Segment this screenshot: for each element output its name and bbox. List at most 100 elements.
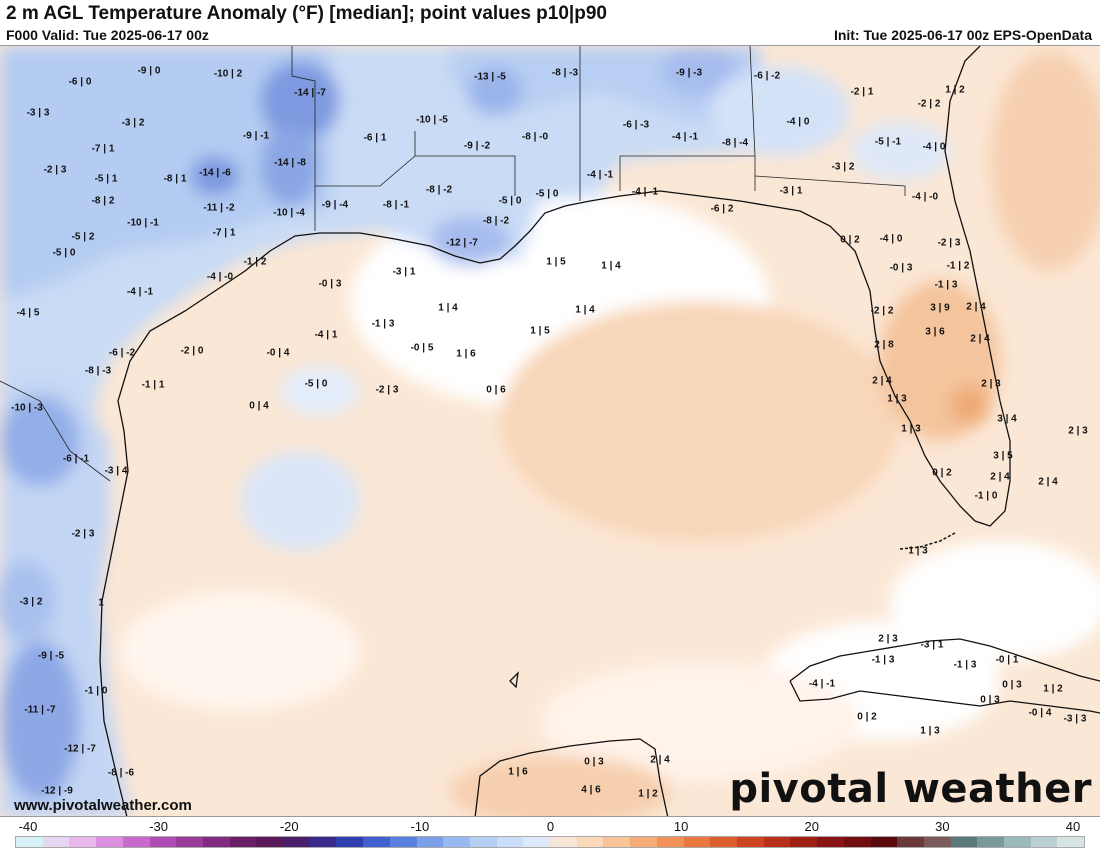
colorbar-swatch <box>443 837 470 847</box>
colorbar-swatch <box>256 837 284 847</box>
colorbar-swatch <box>496 837 524 847</box>
point-value: -11 | -7 <box>24 704 56 716</box>
point-value: 0 | 6 <box>486 384 506 396</box>
point-value: -0 | 4 <box>1028 707 1052 719</box>
colorbar-swatch <box>149 837 177 847</box>
point-value: 0 | 2 <box>932 467 952 479</box>
point-value: -1 | 0 <box>974 490 998 502</box>
point-value: -9 | -1 <box>242 130 270 142</box>
point-value: 0 | 2 <box>857 711 877 723</box>
colorbar-swatch <box>1030 837 1058 847</box>
point-value: -3 | 4 <box>104 465 128 477</box>
colorbar-tick-label: 30 <box>935 819 950 834</box>
point-value: -4 | -0 <box>206 271 234 283</box>
point-value: 1 | 2 <box>638 788 658 800</box>
point-value: 2 | 4 <box>966 301 986 313</box>
point-value: 2 | 4 <box>1038 476 1058 488</box>
point-value: -9 | -2 <box>463 140 491 152</box>
point-value: -13 | -5 <box>474 71 506 83</box>
point-value: 1 | 4 <box>601 260 621 272</box>
point-value: -4 | -0 <box>911 191 939 203</box>
point-value: 2 | 3 <box>878 633 898 645</box>
point-value: -9 | -5 <box>37 650 65 662</box>
point-value: -0 | 3 <box>889 262 913 274</box>
point-value: 2 | 3 <box>981 378 1001 390</box>
point-value: 4 | 6 <box>581 784 601 796</box>
point-value: 0 | 2 <box>840 234 860 246</box>
point-value: -2 | 3 <box>43 164 67 176</box>
point-value: 2 | 4 <box>970 333 990 345</box>
point-value: -4 | -1 <box>808 678 836 690</box>
colorbar-swatch <box>122 837 150 847</box>
colorbar-tick-label: -10 <box>410 819 430 834</box>
colorbar-tick-label: 0 <box>546 819 555 834</box>
colorbar-swatch <box>523 837 551 847</box>
point-value: -4 | 1 <box>314 329 338 341</box>
point-value: -0 | 1 <box>995 654 1019 666</box>
colorbar-swatch <box>630 837 657 847</box>
colorbar-swatch <box>16 837 43 847</box>
point-value: 1 | 6 <box>508 766 528 778</box>
point-value: -8 | -6 <box>107 767 135 779</box>
point-value: 0 | 3 <box>980 694 1000 706</box>
point-value: 0 | 3 <box>1002 679 1022 691</box>
point-value: 3 | 4 <box>997 413 1017 425</box>
colorbar-swatch <box>309 837 337 847</box>
colorbar-swatch <box>656 837 684 847</box>
point-value: 2 | 4 <box>990 471 1010 483</box>
colorbar-swatch <box>229 837 257 847</box>
point-value: -4 | -1 <box>126 286 154 298</box>
point-value: -1 | 2 <box>946 260 970 272</box>
point-value: -6 | 0 <box>68 76 92 88</box>
anomaly-map[interactable]: -6 | 0 -9 | 0 -10 | 2 -3 | 3 -3 | 2 -7 | 1 -2 … <box>0 45 1100 817</box>
point-value: 1 | 5 <box>530 325 550 337</box>
point-value: -6 | 1 <box>363 132 387 144</box>
coastline <box>99 46 1100 816</box>
point-value: -2 | 0 <box>180 345 204 357</box>
colorbar-swatch <box>416 837 444 847</box>
map-canvas <box>0 46 1100 816</box>
point-value: -3 | 1 <box>392 266 416 278</box>
point-value: -2 | 2 <box>870 305 894 317</box>
pivotal-weather-logo: pivotal weather <box>729 766 1092 812</box>
point-value: 0 | 4 <box>249 400 269 412</box>
point-value: 3 | 5 <box>993 450 1013 462</box>
header: 2 m AGL Temperature Anomaly (°F) [median… <box>0 0 1100 45</box>
point-value: -9 | 0 <box>137 65 161 77</box>
point-value: -8 | -0 <box>521 131 549 143</box>
colorbar-swatch <box>683 837 711 847</box>
point-value: -2 | 3 <box>937 237 961 249</box>
point-value: -12 | -7 <box>446 237 478 249</box>
point-value: -7 | 1 <box>91 143 115 155</box>
point-value: -6 | -1 <box>62 453 90 465</box>
point-value: -10 | 2 <box>213 68 243 80</box>
colorbar-swatch <box>283 837 310 847</box>
colorbar-swatch <box>603 837 631 847</box>
colorbar-swatch <box>389 837 417 847</box>
point-value: 2 | 3 <box>1068 425 1088 437</box>
point-value: -3 | 2 <box>121 117 145 129</box>
colorbar-swatch <box>550 837 577 847</box>
point-value: 2 | 8 <box>874 339 894 351</box>
point-value: -1 | 3 <box>371 318 395 330</box>
point-value: -5 | 0 <box>498 195 522 207</box>
point-value: -3 | 3 <box>26 107 50 119</box>
point-value: -4 | -1 <box>631 186 659 198</box>
point-value: -1 | 0 <box>84 685 108 697</box>
point-value: 1 | 2 <box>945 84 965 96</box>
point-value: -4 | 0 <box>786 116 810 128</box>
florida-keys <box>899 532 956 550</box>
point-value: -10 | -3 <box>11 402 43 414</box>
point-value: -3 | 2 <box>19 596 43 608</box>
colorbar-swatch <box>923 837 951 847</box>
point-value: -1 | 3 <box>871 654 895 666</box>
point-value: -4 | 0 <box>879 233 903 245</box>
colorbar-swatch <box>1004 837 1031 847</box>
colorbar-swatch <box>817 837 844 847</box>
point-value: -4 | 5 <box>16 307 40 319</box>
colorbar-swatch <box>763 837 791 847</box>
point-value: -6 | 2 <box>710 203 734 215</box>
init-time: Init: Tue 2025-06-17 00z EPS-OpenData <box>833 27 1092 43</box>
colorbar-swatch <box>42 837 70 847</box>
point-value: -6 | -2 <box>108 347 136 359</box>
